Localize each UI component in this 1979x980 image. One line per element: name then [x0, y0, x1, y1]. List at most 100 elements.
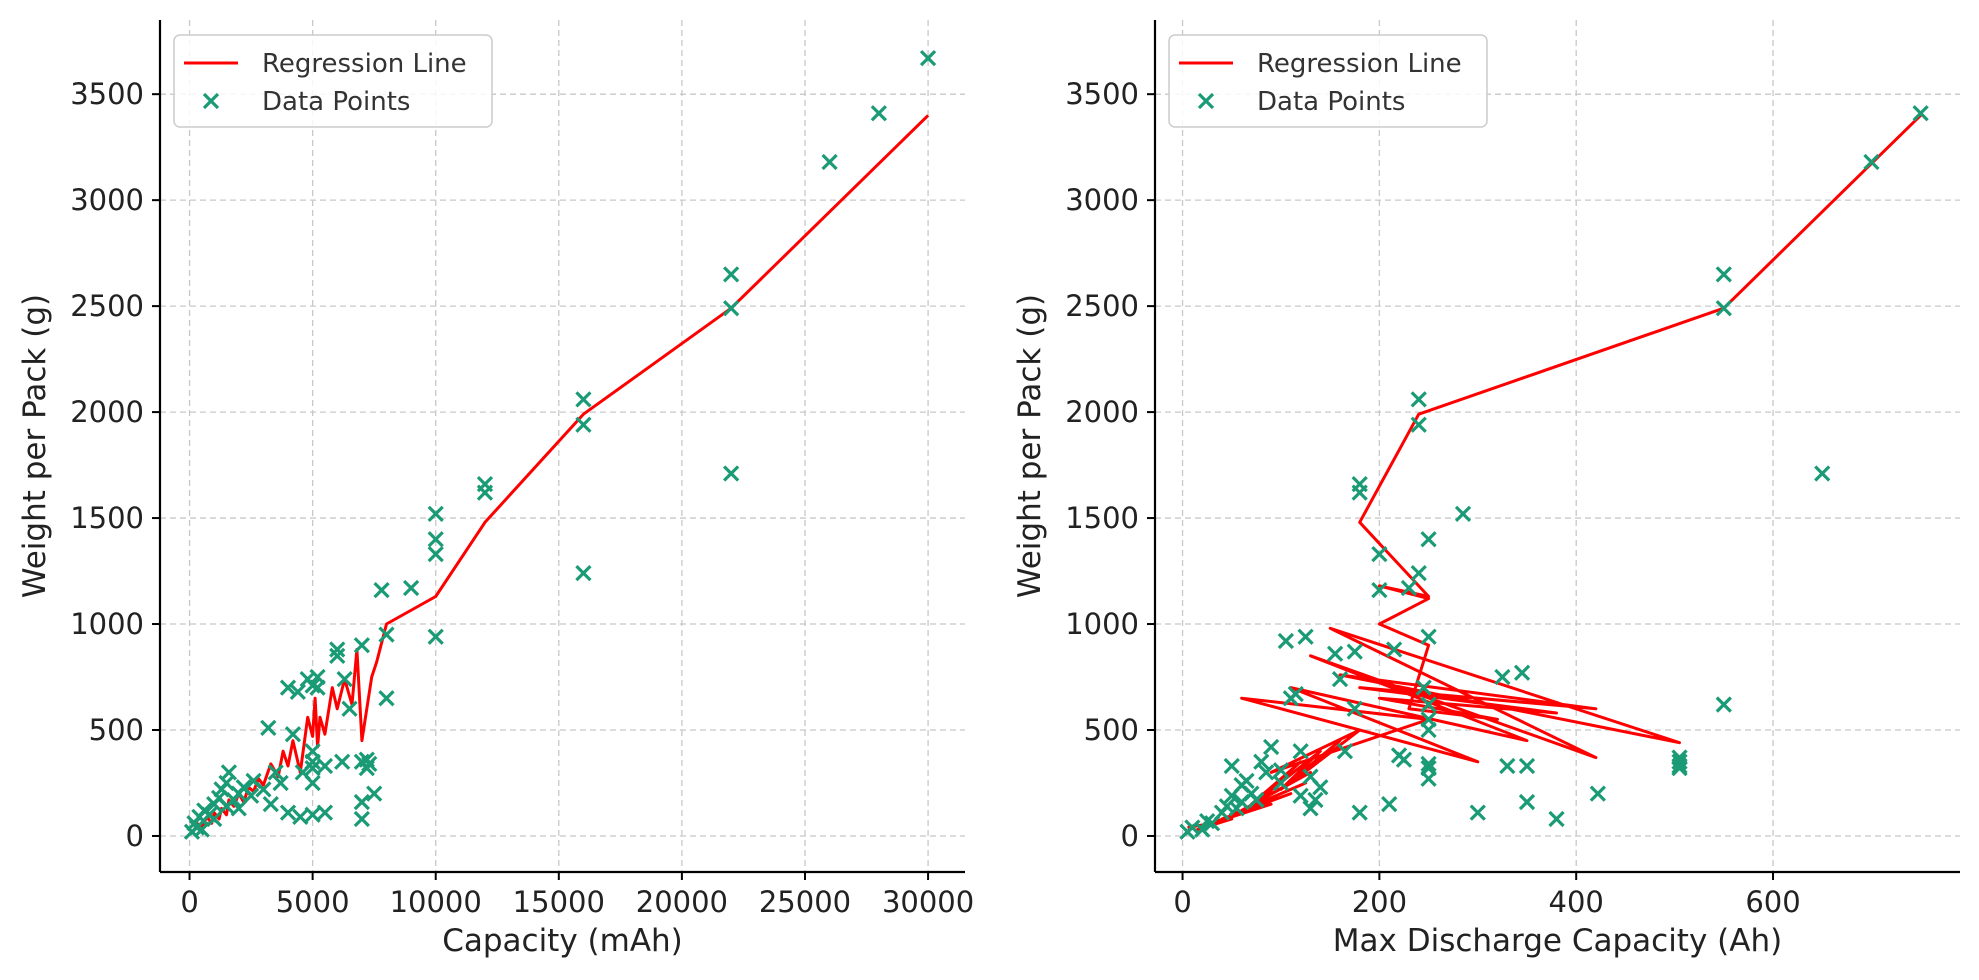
data-point	[1410, 565, 1427, 582]
data-point	[1518, 757, 1536, 775]
y-tick-label: 1500	[1065, 501, 1139, 535]
x-tick-label: 0	[1173, 885, 1191, 919]
chart-panel-1: 0 5000 10000 15000 20000 25000 30000 0 500 1000 15…	[17, 20, 974, 959]
data-point	[1194, 821, 1211, 838]
legend: Regression Line Data Points	[173, 34, 493, 128]
data-point	[329, 647, 346, 664]
y-tick-label: 500	[1084, 713, 1139, 747]
y-tick-label: 1000	[1065, 607, 1139, 641]
data-point	[230, 800, 247, 817]
data-point	[1371, 545, 1388, 563]
data-point	[1307, 791, 1324, 809]
data-point	[1415, 679, 1432, 696]
data-point	[1272, 762, 1290, 779]
x-tick-label: 5000	[276, 885, 350, 919]
data-point	[279, 679, 297, 696]
data-point	[1420, 760, 1437, 777]
legend-marker-swatch	[1197, 92, 1215, 110]
data-point	[1336, 743, 1354, 760]
data-point	[316, 804, 334, 821]
data-point	[353, 637, 370, 654]
data-point	[341, 700, 358, 717]
data-point	[267, 764, 284, 781]
data-point	[1287, 685, 1304, 703]
x-tick-label: 20000	[636, 885, 728, 919]
data-point	[304, 743, 321, 760]
regression-line	[193, 114, 930, 831]
data-point	[262, 796, 279, 813]
data-point	[1420, 628, 1437, 645]
data-point	[1814, 465, 1831, 482]
data-point	[336, 671, 353, 688]
legend-marker-swatch	[202, 92, 220, 110]
data-point	[206, 810, 223, 828]
data-point	[1326, 645, 1344, 662]
data-point	[260, 719, 277, 737]
data-point	[1238, 772, 1255, 789]
data-point	[1420, 755, 1437, 773]
y-tick-label: 2500	[70, 289, 144, 323]
data-point	[292, 808, 309, 826]
data-point	[1386, 641, 1403, 658]
data-point	[402, 579, 420, 597]
x-tick-label: 10000	[390, 885, 482, 919]
x-tick-label: 600	[1745, 885, 1800, 919]
data-point	[272, 774, 289, 792]
data-point	[1671, 749, 1688, 766]
data-point	[1410, 391, 1427, 408]
data-point	[427, 505, 444, 522]
data-point	[366, 785, 383, 802]
data-point	[1518, 793, 1536, 811]
data-point	[1715, 300, 1732, 317]
data-point	[427, 545, 444, 563]
data-point	[242, 787, 260, 804]
data-point	[1346, 700, 1363, 717]
y-tick-label: 2000	[1065, 395, 1139, 429]
data-point	[1469, 804, 1486, 821]
regression-line	[1187, 114, 1922, 832]
data-point	[1248, 791, 1265, 809]
y-tick-label: 3500	[70, 77, 144, 111]
data-point	[1410, 416, 1427, 433]
data-point	[289, 683, 306, 700]
data-point	[1912, 105, 1929, 122]
data-point	[1277, 632, 1295, 650]
data-point	[870, 105, 887, 122]
data-point	[476, 476, 494, 493]
y-tick-label: 0	[1121, 819, 1139, 853]
x-axis-label: Capacity (mAh)	[442, 923, 683, 959]
y-tick-label: 0	[126, 819, 144, 853]
data-point	[1331, 671, 1349, 688]
data-point	[1513, 664, 1531, 681]
data-point	[304, 760, 321, 777]
legend-label-regression: Regression Line	[1257, 49, 1462, 79]
data-point	[427, 628, 444, 645]
y-tick-label: 3000	[1065, 183, 1139, 217]
data-point	[1420, 531, 1437, 548]
data-point	[1302, 800, 1319, 817]
data-point	[1395, 751, 1413, 768]
data-point	[1371, 581, 1388, 599]
data-point	[329, 641, 346, 658]
chart-panel-2: 0 200 400 600 0 500 1000 1500 2000 2500 3000 3500 Ma…	[1012, 20, 1960, 959]
y-tick-label: 2500	[1065, 289, 1139, 323]
data-point	[1548, 810, 1565, 828]
data-point	[1420, 711, 1437, 728]
data-point	[1346, 643, 1363, 660]
data-point	[1715, 696, 1732, 713]
data-point	[919, 50, 937, 67]
data-point	[1400, 579, 1418, 597]
data-point	[378, 626, 395, 643]
data-point	[821, 153, 838, 171]
data-point	[1292, 743, 1309, 760]
data-point	[304, 774, 321, 792]
data-point	[1253, 753, 1270, 770]
y-tick-label: 3000	[70, 183, 144, 217]
legend-label-regression: Regression Line	[262, 49, 467, 79]
data-point	[1312, 779, 1329, 796]
data-point	[1671, 753, 1688, 770]
data-point	[1292, 787, 1309, 804]
data-point	[353, 810, 370, 828]
data-point	[1258, 764, 1275, 781]
